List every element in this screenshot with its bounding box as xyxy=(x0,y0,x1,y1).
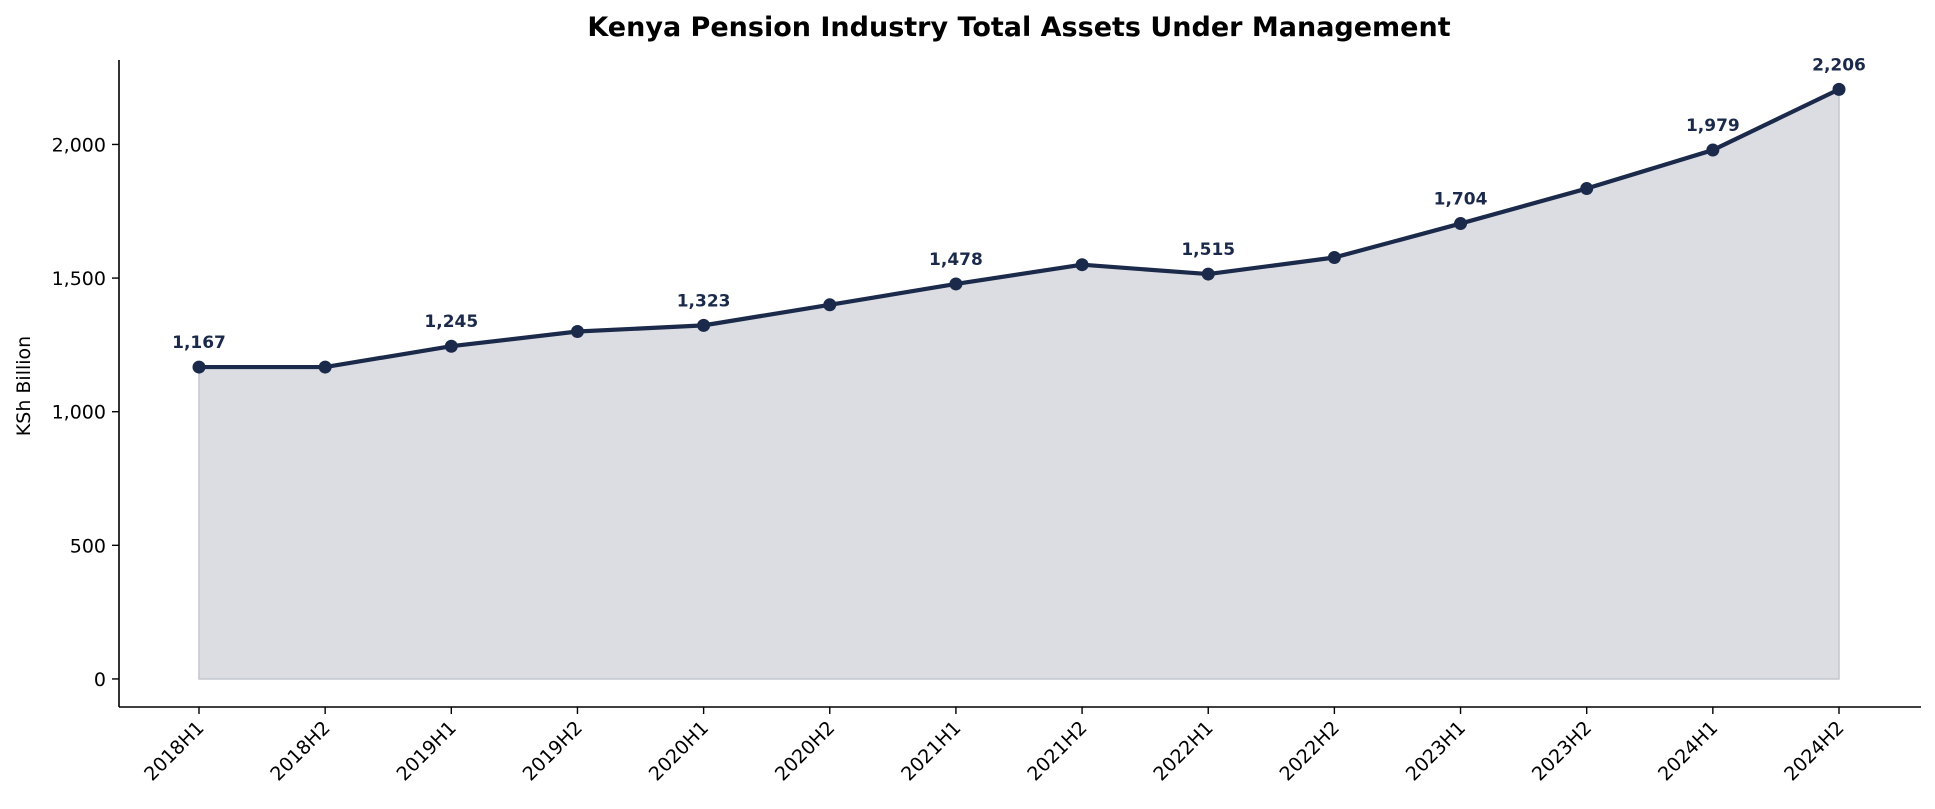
x-tick-label: 2021H2 xyxy=(1023,717,1091,785)
area-fill xyxy=(198,88,1840,680)
x-tick-label: 2018H1 xyxy=(140,717,208,785)
y-tick-label: 0 xyxy=(94,669,106,691)
x-tick-label: 2024H2 xyxy=(1780,717,1848,785)
x-tick-label: 2019H2 xyxy=(519,717,587,785)
series-line xyxy=(196,87,1842,370)
data-point xyxy=(1454,217,1468,231)
data-point xyxy=(1832,82,1846,96)
data-point xyxy=(192,360,206,374)
y-axis-label: KSh Billion xyxy=(13,336,35,436)
x-tick-label: 2023H2 xyxy=(1528,717,1596,785)
y-tick-label: 1,500 xyxy=(52,268,106,290)
x-tick-label: 2024H1 xyxy=(1654,717,1722,785)
data-point xyxy=(1706,143,1720,157)
y-tick-label: 2,000 xyxy=(52,134,106,156)
x-tick-label: 2021H1 xyxy=(897,717,965,785)
data-point xyxy=(949,277,963,291)
x-tick-label: 2022H2 xyxy=(1276,717,1344,785)
data-point xyxy=(1580,182,1594,196)
data-label: 1,167 xyxy=(172,333,226,353)
data-point xyxy=(1201,267,1215,281)
data-point xyxy=(1327,250,1341,264)
data-label: 1,515 xyxy=(1181,240,1235,260)
data-point xyxy=(444,339,458,353)
data-point xyxy=(570,325,584,339)
data-point xyxy=(823,298,837,312)
data-point xyxy=(1075,258,1089,272)
chart-title: Kenya Pension Industry Total Assets Unde… xyxy=(587,12,1450,43)
x-tick-label: 2023H1 xyxy=(1402,717,1470,785)
data-label: 1,245 xyxy=(424,312,478,332)
x-tick-label: 2022H1 xyxy=(1149,717,1217,785)
x-tick-label: 2020H2 xyxy=(771,717,839,785)
x-tick-label: 2018H2 xyxy=(266,717,334,785)
y-tick-label: 500 xyxy=(70,535,106,557)
data-point xyxy=(697,318,711,332)
x-tick-label: 2020H1 xyxy=(645,717,713,785)
plot-area: 0 500 1,000 1,500 2,000 2018H1 2018H2 2019H1 201… xyxy=(52,55,1921,785)
y-tick-label: 1,000 xyxy=(52,402,106,424)
data-label: 1,979 xyxy=(1686,116,1740,136)
data-label: 2,206 xyxy=(1812,55,1866,75)
data-label: 1,704 xyxy=(1434,190,1488,210)
data-label: 1,478 xyxy=(929,250,983,270)
data-label: 1,323 xyxy=(677,291,731,311)
x-tick-label: 2019H1 xyxy=(392,717,460,785)
data-point xyxy=(318,360,332,374)
